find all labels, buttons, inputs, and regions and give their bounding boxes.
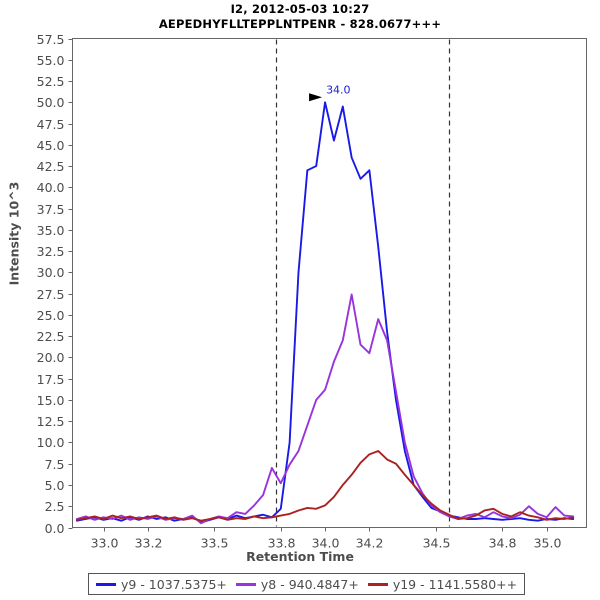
- y-tick-label: 0.0: [45, 521, 65, 536]
- x-axis-label: Retention Time: [246, 549, 354, 564]
- legend-color-swatch: [96, 582, 116, 586]
- y-tick-label: 25.0: [37, 308, 65, 323]
- x-tick-label: 34.2: [356, 536, 384, 551]
- y-tick-label: 15.0: [37, 393, 65, 408]
- legend-item-label: y19 - 1141.5580++: [392, 576, 518, 592]
- peak-apex-marker: [309, 93, 323, 102]
- y-tick-label: 55.0: [37, 53, 65, 68]
- y-tick-label: 2.5: [45, 499, 65, 514]
- peak-apex-label: 34.0: [326, 83, 351, 96]
- legend-item[interactable]: y8 - 940.4847+: [235, 576, 359, 592]
- title-line-run: I2, 2012-05-03 10:27: [230, 2, 370, 16]
- x-tick-label: 33.0: [91, 536, 119, 551]
- x-tick-label: 33.2: [135, 536, 163, 551]
- y-tick-label: 17.5: [37, 372, 65, 387]
- y-axis-label: Intensity 10^3: [6, 181, 22, 286]
- y-tick-label: 45.0: [37, 138, 65, 153]
- y-tick-label: 47.5: [37, 117, 65, 132]
- y-tick-label: 7.5: [45, 457, 65, 472]
- legend-item-label: y8 - 940.4847+: [260, 576, 359, 592]
- y-tick-label: 30.0: [37, 265, 65, 280]
- legend-item[interactable]: y19 - 1141.5580++: [367, 576, 518, 592]
- title-line-peptide: AEPEDHYFLLTEPPLNTPENR - 828.0677+++: [158, 17, 442, 31]
- y-tick-label: 50.0: [37, 95, 65, 110]
- y-tick-label: 20.0: [37, 350, 65, 365]
- legend-color-swatch: [367, 582, 388, 586]
- x-tick-label: 35.0: [534, 536, 562, 551]
- chart-trace: [75, 293, 575, 525]
- chart-trace: [75, 101, 575, 524]
- chart-trace: [75, 450, 575, 522]
- chart-legend: y9 - 1037.5375+ y8 - 940.4847+ y19 - 1141.…: [88, 573, 526, 595]
- y-tick-label: 40.0: [37, 180, 65, 195]
- chart-title: I2, 2012-05-03 10:27 AEPEDHYFLLTEPPLNTPE…: [0, 2, 600, 32]
- y-tick-label: 27.5: [37, 287, 65, 302]
- y-tick-label: 35.0: [37, 223, 65, 238]
- legend-color-swatch: [235, 582, 256, 586]
- x-tick-label: 34.5: [423, 536, 451, 551]
- y-tick-label: 42.5: [37, 159, 65, 174]
- y-tick-label: 5.0: [45, 478, 65, 493]
- legend-item[interactable]: y9 - 1037.5375+: [96, 577, 227, 592]
- x-tick-label: 33.8: [268, 536, 296, 551]
- y-tick-label: 52.5: [37, 74, 65, 89]
- y-tick-label: 32.5: [37, 244, 65, 259]
- y-tick-label: 22.5: [37, 329, 65, 344]
- x-tick-label: 34.8: [489, 536, 517, 551]
- y-tick-label: 12.5: [37, 414, 65, 429]
- legend-item-label: y9 - 1037.5375+: [121, 576, 227, 592]
- x-tick-label: 34.0: [312, 536, 340, 551]
- y-tick-label: 10.0: [37, 435, 65, 450]
- x-tick-label: 33.5: [201, 536, 229, 551]
- plot-frame: [72, 38, 587, 528]
- y-tick-label: 57.5: [37, 32, 65, 47]
- y-tick-label: 37.5: [37, 202, 65, 217]
